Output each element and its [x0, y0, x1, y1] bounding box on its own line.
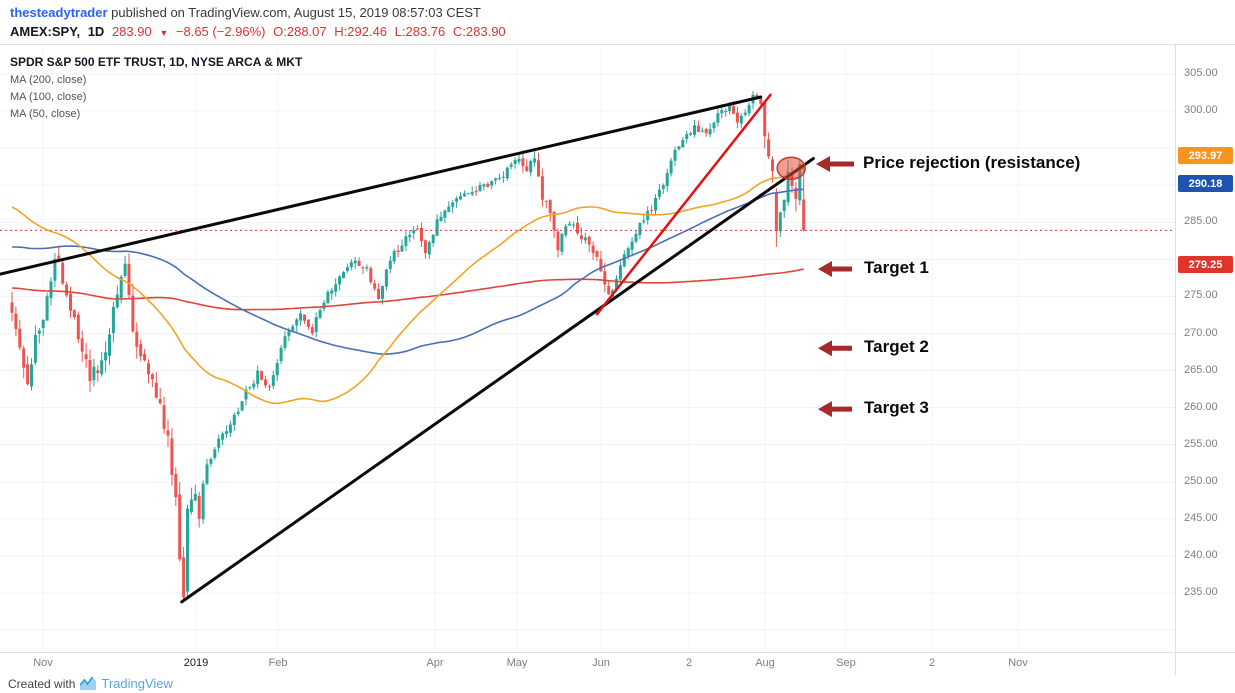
time-axis-label: May [506, 657, 528, 669]
price-axis-label: 250.00 [1184, 475, 1218, 487]
target-2-arrow-icon [818, 340, 852, 357]
symbol-ohlc-line: AMEX:SPY, 1D 283.90 ▼ −8.65 (−2.96%) O:2… [10, 23, 1235, 42]
chart-legend: SPDR S&P 500 ETF TRUST, 1D, NYSE ARCA & … [10, 55, 302, 120]
price-rejection-ellipse[interactable] [776, 156, 806, 180]
target-3-arrow-icon [818, 401, 852, 418]
ma100-line [12, 188, 804, 355]
chart-title: SPDR S&P 500 ETF TRUST, 1D, NYSE ARCA & … [10, 55, 303, 69]
last-price-value: 283.90 [111, 24, 152, 39]
price-rejection-label: Price rejection (resistance) [863, 153, 1081, 172]
target2-label: Target 2 [864, 337, 929, 356]
target-1-arrow-icon [818, 261, 852, 277]
time-axis-label: Apr [426, 657, 444, 669]
time-axis[interactable]: Nov 2019 Feb Apr May Jun 2 Aug Sep 2 Nov [0, 652, 1235, 675]
axis-corner [1175, 653, 1235, 675]
price-axis-label: 260.00 [1184, 401, 1218, 413]
time-axis-label: Feb [268, 657, 288, 669]
target3-label: Target 3 [864, 398, 929, 417]
steep-rally-trendline[interactable] [595, 93, 772, 316]
time-axis-label: 2019 [183, 657, 209, 669]
price-axis-label: 245.00 [1184, 512, 1218, 524]
time-axis-label: 2 [685, 657, 693, 669]
candlestick-chart[interactable] [0, 45, 1175, 653]
tradingview-logo-icon [80, 677, 97, 690]
interval-label: 1D [87, 24, 105, 39]
created-with-text: Created with [8, 676, 76, 691]
publish-meta-text: published on TradingView.com, August 15,… [111, 5, 481, 20]
tradingview-link[interactable]: TradingView [101, 676, 173, 691]
publish-header: thesteadytrader published on TradingView… [0, 0, 1235, 44]
price-axis[interactable]: 305.00 300.00 285.00 275.00 270.00 265.00 260.… [1175, 45, 1235, 653]
ma-layer [11, 167, 804, 405]
price-axis-label: 265.00 [1184, 364, 1218, 376]
symbol-label: AMEX:SPY, [10, 24, 81, 39]
time-axis-label: Nov [1008, 657, 1028, 669]
open-value: O:288.07 [273, 24, 327, 39]
ma50-legend: MA (50, close) [10, 108, 81, 120]
ma50-line [11, 167, 804, 405]
price-axis-label: 235.00 [1184, 586, 1218, 598]
price-axis-label: 270.00 [1184, 327, 1218, 339]
price-axis-label: 240.00 [1184, 549, 1218, 561]
close-value: C:283.90 [452, 24, 506, 39]
ma100-legend: MA (100, close) [10, 91, 87, 103]
lower-support-trendline[interactable] [180, 157, 815, 604]
change-value: −8.65 (−2.96%) [175, 24, 266, 39]
footer: Created with TradingView [0, 674, 1235, 693]
low-value: L:283.76 [394, 24, 446, 39]
price-axis-label: 255.00 [1184, 438, 1218, 450]
time-axis-label: Nov [33, 657, 53, 669]
ma100-price-badge: 290.18 [1178, 175, 1233, 192]
price-axis-label: 285.00 [1184, 215, 1218, 227]
ma50-price-badge: 293.97 [1178, 147, 1233, 164]
high-value: H:292.46 [334, 24, 388, 39]
ma200-price-badge: 279.25 [1178, 256, 1233, 273]
price-axis-label: 305.00 [1184, 67, 1218, 79]
publish-line: thesteadytrader published on TradingView… [10, 5, 1235, 21]
ma200-legend: MA (200, close) [10, 74, 87, 86]
author-link[interactable]: thesteadytrader [10, 5, 108, 20]
ma200-line [11, 268, 804, 311]
time-axis-label: Aug [755, 657, 775, 669]
upper-resistance-trendline[interactable] [0, 95, 763, 276]
time-axis-label: Sep [836, 657, 856, 669]
down-triangle-icon: ▼ [159, 28, 169, 38]
candles-layer [10, 91, 806, 603]
chart-region: 305.00 300.00 285.00 275.00 270.00 265.00 260.… [0, 44, 1235, 653]
price-axis-label: 275.00 [1184, 289, 1218, 301]
price-axis-label: 300.00 [1184, 104, 1218, 116]
price-rejection-arrow-icon [816, 156, 854, 172]
target1-label: Target 1 [864, 258, 929, 277]
time-axis-label: Jun [592, 657, 610, 669]
time-axis-label: 2 [928, 657, 936, 669]
